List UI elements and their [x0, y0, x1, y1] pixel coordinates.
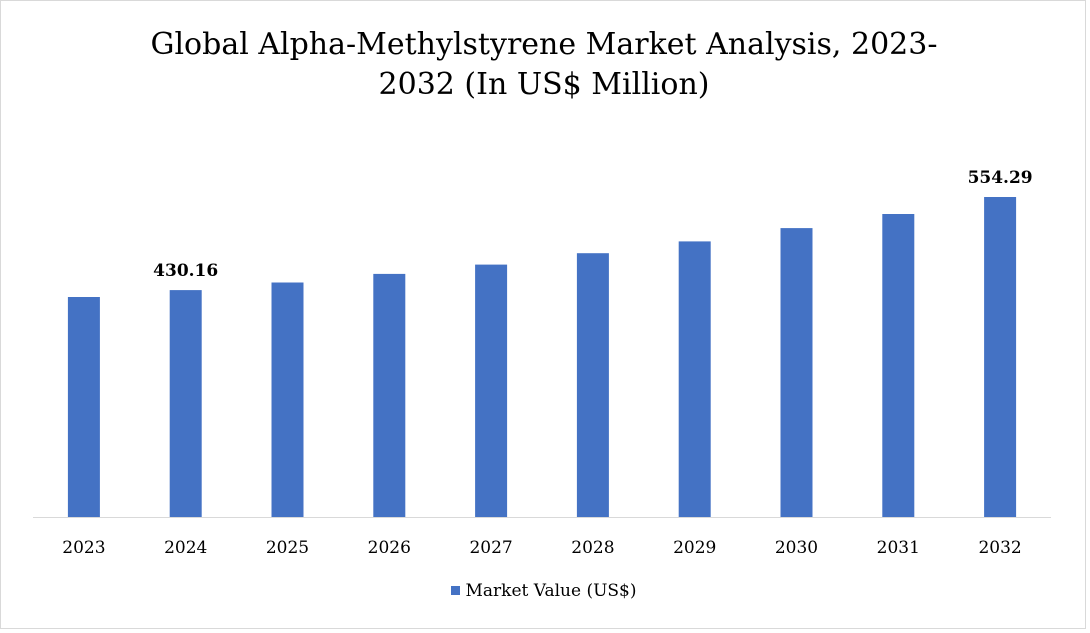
x-tick-label-2023: 2023 — [62, 538, 105, 558]
legend-item[interactable]: Market Value (US$) — [451, 581, 637, 601]
x-tick-label-2031: 2031 — [877, 538, 920, 558]
bar-2031[interactable] — [882, 214, 915, 517]
x-tick-label-2026: 2026 — [368, 538, 411, 558]
x-tick-label-2029: 2029 — [673, 538, 716, 558]
legend-label: Market Value (US$) — [465, 581, 637, 601]
x-tick-label-2024: 2024 — [164, 538, 207, 558]
chart-title-line-1: Global Alpha-Methylstyrene Market Analys… — [150, 27, 938, 62]
chart-title: Global Alpha-Methylstyrene Market Analys… — [1, 25, 1087, 105]
bar-2025[interactable] — [271, 282, 304, 518]
data-label-2024: 430.16 — [153, 261, 218, 281]
bar-2030[interactable] — [780, 228, 813, 517]
x-tick-label-2028: 2028 — [571, 538, 614, 558]
x-tick-label-2027: 2027 — [469, 538, 512, 558]
x-tick-label-2030: 2030 — [775, 538, 818, 558]
legend: Market Value (US$) — [1, 581, 1087, 601]
bar-2028[interactable] — [576, 253, 609, 517]
chart-title-line-2: 2032 (In US$ Million) — [378, 67, 710, 102]
bar-2027[interactable] — [475, 264, 508, 517]
labels-layer: 2023 2024 2025 2026 2027 2028 2029 2030 2031 2032… — [62, 168, 1032, 558]
bar-2032[interactable] — [984, 197, 1017, 517]
bars-layer — [67, 197, 1017, 518]
bar-2023[interactable] — [67, 297, 100, 517]
legend-swatch-icon — [451, 586, 461, 595]
data-label-2032: 554.29 — [968, 168, 1033, 188]
x-tick-label-2025: 2025 — [266, 538, 309, 558]
bar-2024[interactable] — [169, 290, 202, 517]
bar-2026[interactable] — [373, 273, 406, 517]
x-tick-label-2032: 2032 — [978, 538, 1021, 558]
bar-2029[interactable] — [678, 241, 711, 517]
